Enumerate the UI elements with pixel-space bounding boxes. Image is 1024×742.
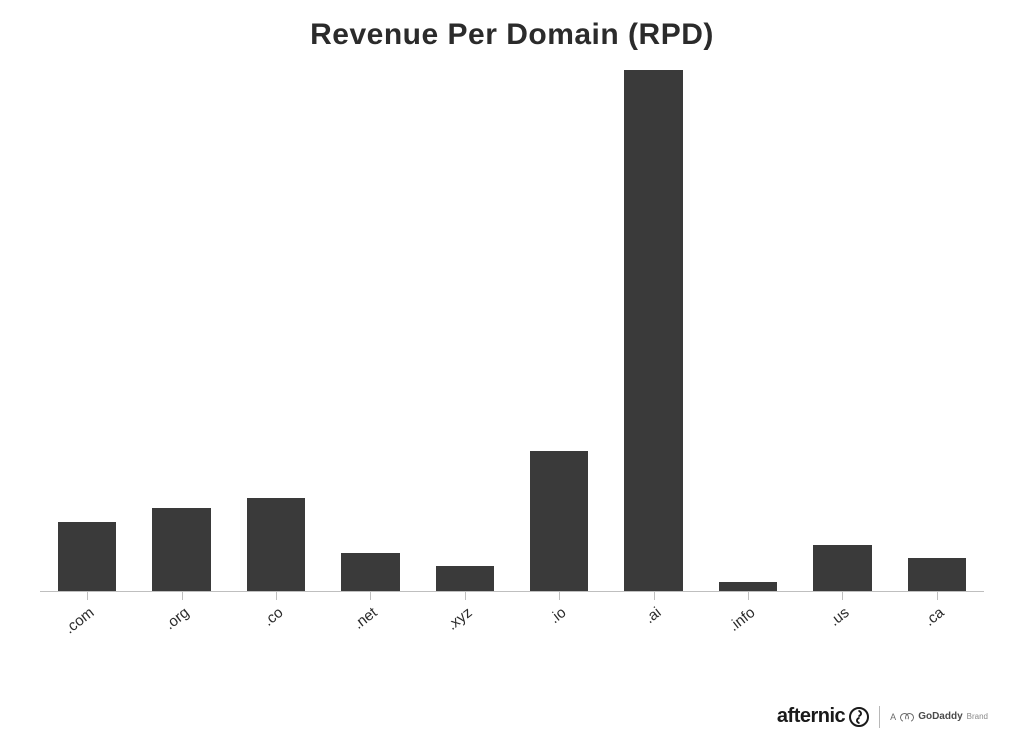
godaddy-attribution: A GoDaddy Brand: [890, 711, 988, 723]
bars-container: [40, 70, 984, 592]
afternic-wordmark: afternic: [777, 705, 845, 728]
x-tick: [559, 592, 560, 600]
bar-slot: [606, 70, 700, 592]
afternic-icon: [849, 707, 869, 727]
x-label: .org: [161, 604, 192, 633]
x-label: .com: [62, 604, 98, 637]
bar-slot: [134, 70, 228, 592]
bar-slot: [890, 70, 984, 592]
x-label: .ca: [921, 604, 947, 630]
bar-slot: [323, 70, 417, 592]
bar: [247, 498, 306, 592]
page: Revenue Per Domain (RPD) .com .org .co .net…: [0, 0, 1024, 742]
bar-slot: [795, 70, 889, 592]
afternic-logo: afternic: [777, 705, 869, 728]
x-tick: [748, 592, 749, 600]
bar: [530, 451, 589, 592]
x-label: .xyz: [444, 604, 475, 634]
footer-branding: afternic A GoDaddy Brand: [777, 705, 988, 728]
x-tick: [842, 592, 843, 600]
bar: [624, 70, 683, 592]
chart-title: Revenue Per Domain (RPD): [0, 0, 1024, 52]
bar: [436, 566, 495, 592]
bar: [908, 558, 967, 592]
x-tick: [276, 592, 277, 600]
footer-divider: [879, 706, 880, 728]
bar: [58, 522, 117, 592]
bar-slot: [418, 70, 512, 592]
bar-slot: [229, 70, 323, 592]
x-label: .us: [827, 604, 853, 630]
brand-suffix: Brand: [967, 712, 988, 721]
x-tick: [465, 592, 466, 600]
godaddy-wordmark: GoDaddy: [918, 711, 962, 722]
godaddy-icon: [900, 711, 914, 723]
x-tick: [182, 592, 183, 600]
a-label: A: [890, 712, 896, 722]
bar-slot: [512, 70, 606, 592]
x-label: .net: [351, 604, 381, 633]
x-tick: [370, 592, 371, 600]
bar: [152, 508, 211, 592]
x-tick: [654, 592, 655, 600]
bar: [813, 545, 872, 592]
x-tick: [87, 592, 88, 600]
bar: [341, 553, 400, 592]
bar-slot: [40, 70, 134, 592]
x-tick: [937, 592, 938, 600]
x-label: .ai: [641, 604, 664, 627]
x-label: .io: [547, 604, 570, 627]
plot-area: [40, 70, 984, 592]
x-label: .co: [260, 604, 286, 630]
bar-slot: [701, 70, 795, 592]
x-label: .info: [726, 604, 759, 635]
chart-area: .com .org .co .net .xyz .io .ai .info .us .ca: [40, 70, 984, 652]
x-axis-labels: .com .org .co .net .xyz .io .ai .info .us .ca: [40, 592, 984, 652]
